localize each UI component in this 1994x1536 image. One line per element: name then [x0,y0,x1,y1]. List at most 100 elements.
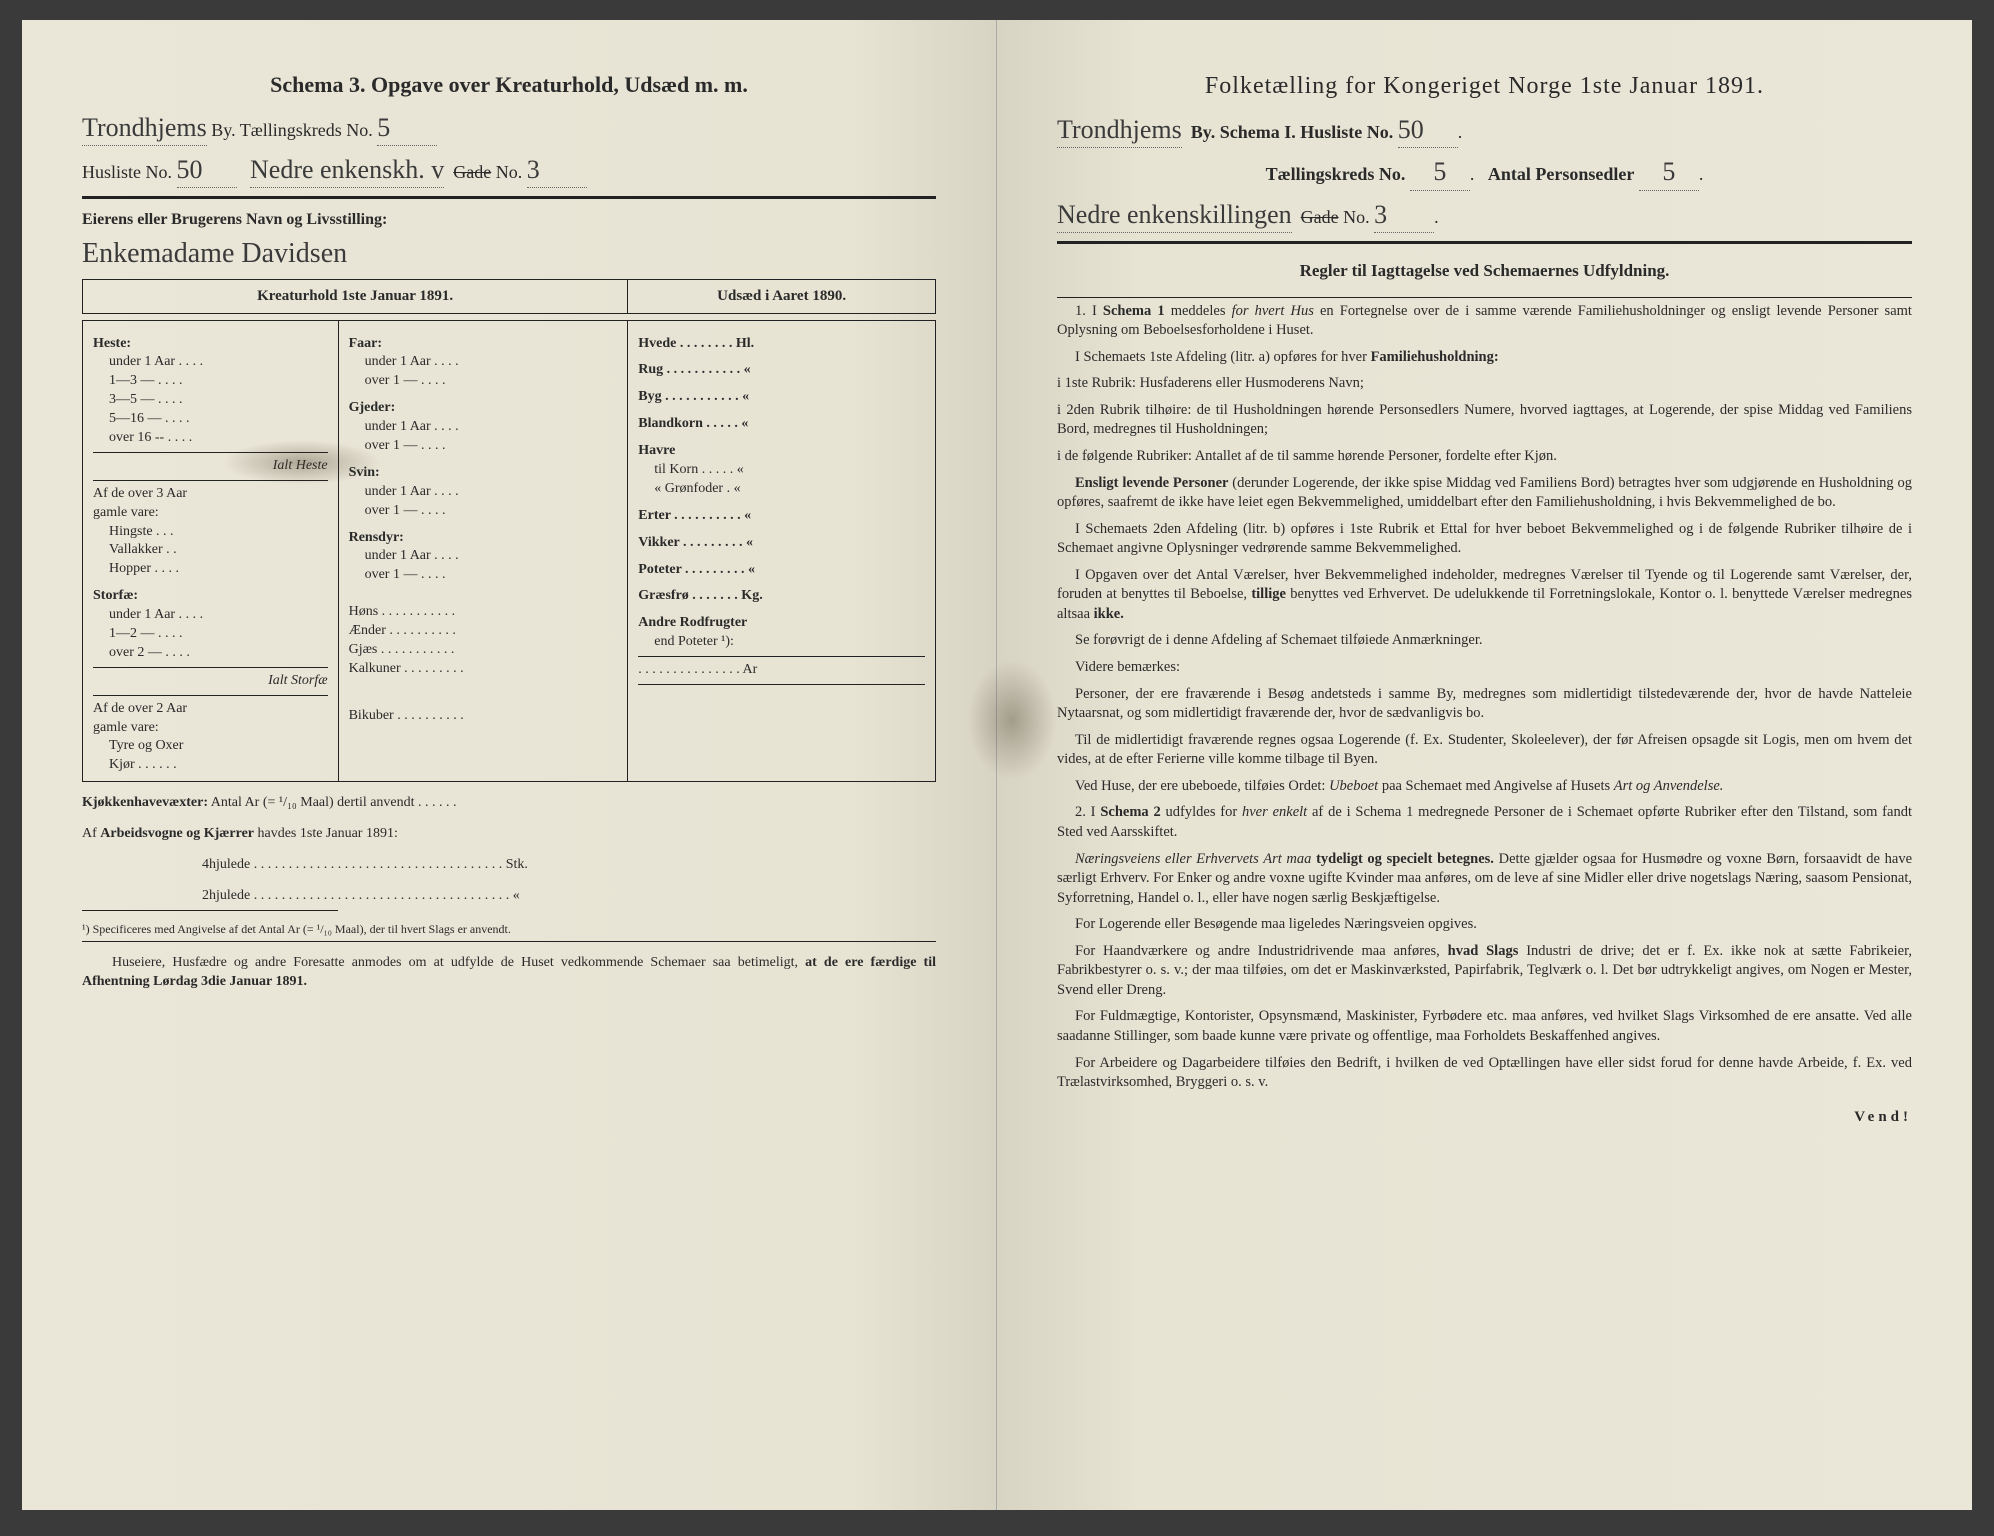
faar-head: Faar: [349,335,618,354]
kalkuner: Kalkuner . . . . . . . . . [349,660,618,679]
heste-35: 3—5 — . . . . [93,391,328,410]
hingste: Hingste . . . [93,523,328,542]
r-gade-hand: Nedre enkenskillingen [1057,197,1292,233]
hopper: Hopper . . . . [93,560,328,579]
af-over3: Af de over 3 Aar [93,485,328,504]
r-gade-line: Nedre enkenskillingen Gade No. 3. [1057,197,1912,233]
gade-no: 3 [527,152,587,188]
col-udsaed: Hvede . . . . . . . . Hl. Rug . . . . . … [628,321,935,782]
faar-u1: under 1 Aar . . . . [349,353,618,372]
rule-8: Til de midlertidigt fraværende regnes og… [1057,731,1912,770]
rule-12: For Logerende eller Besøgende maa ligele… [1057,915,1912,935]
footnote: ¹) Specificeres med Angivelse af det Ant… [82,921,936,937]
til-korn: til Korn . . . . . « [638,461,925,480]
gjeder-u1: under 1 Aar . . . . [349,418,618,437]
rule-1b: I Schemaets 1ste Afdeling (litr. a) opfø… [1057,348,1912,368]
vikker: Vikker . . . . . . . . . « [638,534,925,553]
erter: Erter . . . . . . . . . . « [638,507,925,526]
bikuber: Bikuber . . . . . . . . . . [349,707,618,726]
rule-3: I Schemaets 2den Afdeling (litr. b) opfø… [1057,520,1912,559]
havre: Havre [638,442,925,461]
rule-9: Ved Huse, der ere ubeboede, tilføies Ord… [1057,777,1912,797]
head-udsaed: Udsæd i Aaret 1890. [628,280,935,313]
ink-smudge [222,440,382,485]
heste-head: Heste: [93,335,328,354]
r-husliste-no: 50 [1398,112,1458,148]
storf-o2: over 2 — . . . . [93,644,328,663]
r-antal-label: Antal Personsedler [1488,164,1634,184]
heste-u1: under 1 Aar . . . . [93,353,328,372]
rensdyr-u1: under 1 Aar . . . . [349,547,618,566]
left-page: Schema 3. Opgave over Kreaturhold, Udsæd… [22,20,997,1510]
heste-13: 1—3 — . . . . [93,372,328,391]
andre-rod: Andre Rodfrugter [638,614,925,633]
rule-1d: i 2den Rubrik tilhøire: de til Husholdni… [1057,401,1912,440]
husliste-line: Husliste No. 50 Nedre enkenskh. v Gade N… [82,152,936,188]
closing-text: Huseiere, Husfædre og andre Foresatte an… [82,954,936,992]
gronfoder: « Grønfoder . « [638,480,925,499]
col-faar: Faar: under 1 Aar . . . . over 1 — . . .… [339,321,629,782]
rule-4: I Opgaven over det Antal Værelser, hver … [1057,566,1912,625]
schema3-title: Schema 3. Opgave over Kreaturhold, Udsæd… [82,70,936,100]
rules-heading: Regler til Iagttagelse ved Schemaernes U… [1057,260,1912,283]
hvede: Hvede . . . . . . . . Hl. [638,335,925,354]
by-label: By. Tællingskreds No. [211,120,373,140]
rule-6: Videre bemærkes: [1057,658,1912,678]
by-handwritten: Trondhjems [82,110,207,146]
tyre: Tyre og Oxer [93,737,328,756]
owner-label: Eierens eller Brugerens Navn og Livsstil… [82,209,936,231]
gade-label: Gade [453,162,491,182]
af-over2: Af de over 2 Aar [93,700,328,719]
husliste-no: 50 [177,152,237,188]
gamle-vare-2: gamle vare: [93,719,328,738]
poteter: Poteter . . . . . . . . . « [638,561,925,580]
storf-u1: under 1 Aar . . . . [93,606,328,625]
arbeidsvogne-line: Af Arbeidsvogne og Kjærrer havdes 1ste J… [82,825,936,844]
r-by-line: Trondhjems By. Schema I. Husliste No. 50… [1057,112,1912,148]
r-by-hand: Trondhjems [1057,112,1182,148]
r-kreds-no: 5 [1410,154,1470,190]
gade-hand: Nedre enkenskh. v [250,152,444,188]
storf-12: 1—2 — . . . . [93,625,328,644]
svin-head: Svin: [349,464,618,483]
hons: Høns . . . . . . . . . . . [349,603,618,622]
right-page: Folketælling for Kongeriget Norge 1ste J… [997,20,1972,1510]
byg: Byg . . . . . . . . . . . « [638,388,925,407]
r-kreds-line: Tællingskreds No. 5. Antal Personsedler … [1057,154,1912,190]
ar-line: . . . . . . . . . . . . . . . Ar [638,661,925,680]
rule-14: For Fuldmægtige, Kontorister, Opsynsmænd… [1057,1007,1912,1046]
rensdyr-o1: over 1 — . . . . [349,566,618,585]
hjul2: 2hjulede . . . . . . . . . . . . . . . .… [82,887,936,906]
rule-1a: 1. I Schema 1 meddeles for hvert Hus en … [1057,302,1912,341]
r-gade-no: 3 [1374,197,1434,233]
rug: Rug . . . . . . . . . . . « [638,361,925,380]
rule-13: For Haandværkere og andre Industridriven… [1057,942,1912,1001]
head-kreatur: Kreaturhold 1ste Januar 1891. [83,280,628,313]
blandkorn: Blandkorn . . . . . « [638,415,925,434]
rensdyr-head: Rensdyr: [349,529,618,548]
heste-516: 5—16 — . . . . [93,410,328,429]
vend-text: Vend! [1057,1107,1912,1127]
r-gade-no-label: No. [1343,207,1370,227]
graesfro: Græsfrø . . . . . . . Kg. [638,587,925,606]
rule-2: Ensligt levende Personer (derunder Loger… [1057,474,1912,513]
vallakker: Vallakker . . [93,541,328,560]
rules-body: 1. I Schema 1 meddeles for hvert Hus en … [1057,302,1912,1093]
rule-11: Næringsveiens eller Erhvervets Art maa t… [1057,850,1912,909]
svin-u1: under 1 Aar . . . . [349,483,618,502]
husliste-label: Husliste No. [82,162,172,182]
document-spread: Schema 3. Opgave over Kreaturhold, Udsæd… [22,20,1972,1510]
faar-o1: over 1 — . . . . [349,372,618,391]
gjeder-o1: over 1 — . . . . [349,437,618,456]
r-antal-no: 5 [1639,154,1699,190]
gjaes: Gjæs . . . . . . . . . . . [349,641,618,660]
r-gade-label: Gade [1301,207,1339,227]
rule-15: For Arbeidere og Dagarbeidere tilføies d… [1057,1054,1912,1093]
r-kreds-label: Tællingskreds No. [1266,164,1406,184]
aender: Ænder . . . . . . . . . . [349,622,618,641]
kjokken-line: Kjøkkenhavevæxter: Kjøkkenhavevæxter: An… [82,794,936,813]
kjor: Kjør . . . . . . [93,756,328,775]
rule-5: Se forøvrigt de i denne Afdeling af Sche… [1057,631,1912,651]
by-line: Trondhjems By. Tællingskreds No. 5 [82,110,936,146]
gamle-vare-1: gamle vare: [93,504,328,523]
